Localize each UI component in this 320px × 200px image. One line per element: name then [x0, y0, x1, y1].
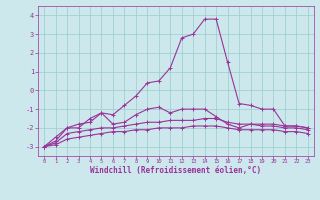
X-axis label: Windchill (Refroidissement éolien,°C): Windchill (Refroidissement éolien,°C): [91, 166, 261, 175]
